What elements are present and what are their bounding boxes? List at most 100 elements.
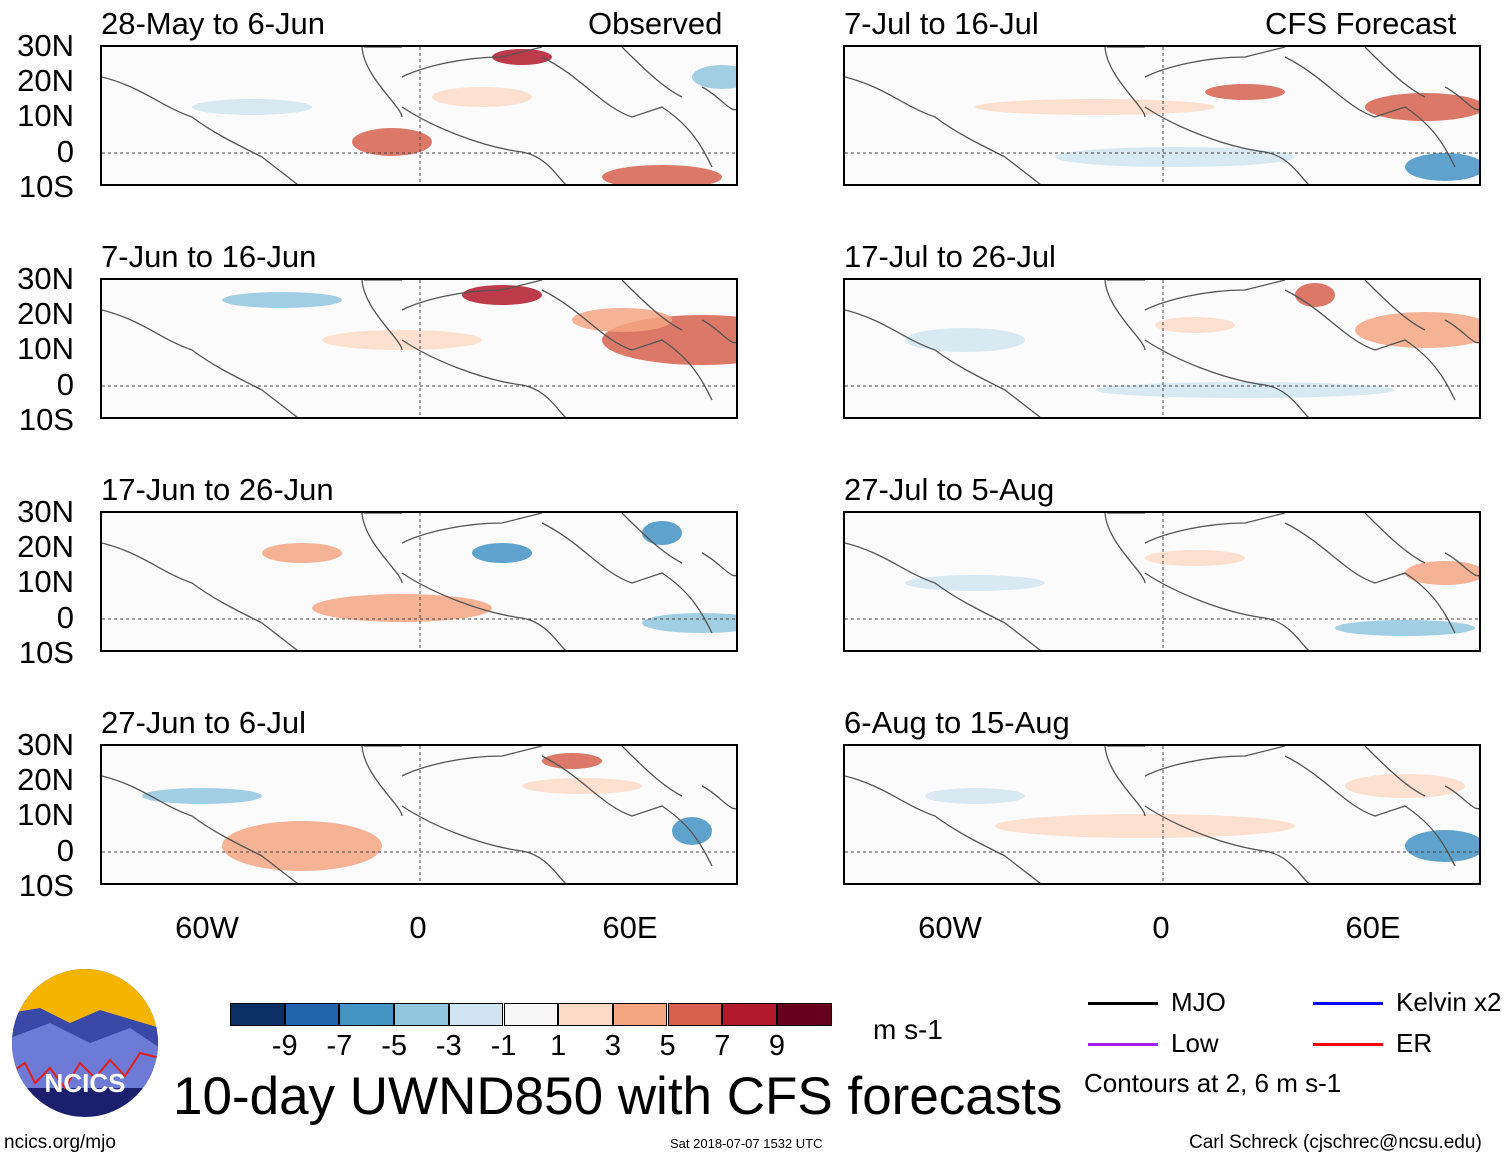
observed-header: Observed [588, 6, 723, 41]
anomaly-region [1335, 620, 1475, 636]
colorbar-swatch [722, 1003, 777, 1026]
anomaly-region [312, 594, 492, 622]
anomaly-region [1205, 84, 1285, 100]
map-panel [843, 45, 1481, 186]
colorbar-swatch [667, 1003, 723, 1026]
y-tick-label: 20N [17, 63, 74, 98]
y-tick-label: 20N [17, 296, 74, 331]
anomaly-region [262, 543, 342, 563]
y-tick-label: 30N [17, 494, 74, 529]
y-tick-label: 30N [17, 28, 74, 63]
anomaly-region [522, 778, 642, 794]
colorbar-tick-label: 9 [768, 1030, 786, 1062]
ncics-logo: NCICS [10, 968, 160, 1118]
colorbar-swatch [558, 1003, 613, 1026]
coastline [102, 280, 736, 417]
colorbar-swatch [503, 1003, 558, 1026]
coastline [845, 280, 1479, 417]
y-tick-label: 20N [17, 529, 74, 564]
y-tick-label: 30N [17, 727, 74, 762]
colorbar-swatch [339, 1003, 394, 1026]
colorbar-tick-label: 5 [659, 1030, 676, 1062]
colorbar-tick-label: 7 [714, 1030, 731, 1062]
colorbar-swatch [394, 1003, 449, 1026]
coastline [845, 47, 1479, 184]
anomaly-region [905, 575, 1045, 591]
y-tick-label: 10N [17, 564, 74, 599]
panel-title: 17-Jun to 26-Jun [101, 472, 334, 507]
map-panel [843, 278, 1481, 419]
anomaly-region [1405, 561, 1479, 585]
x-tick-label: 0 [1152, 910, 1170, 945]
legend-label: Kelvin x2 [1396, 987, 1502, 1017]
colorbar-tick-label: 3 [604, 1030, 621, 1062]
anomaly-region [905, 328, 1025, 352]
anomaly-region [692, 65, 736, 89]
anomaly-region [1405, 153, 1479, 181]
colorbar-tick-label: -9 [271, 1030, 298, 1062]
y-tick-label: 10N [17, 797, 74, 832]
legend-label: MJO [1171, 987, 1226, 1017]
legend-label: Low [1171, 1028, 1219, 1058]
map-panel [843, 744, 1481, 885]
anomaly-region [222, 821, 382, 871]
y-tick-label: 10S [18, 868, 74, 903]
y-tick-label: 10N [17, 98, 74, 133]
map-panel [100, 744, 738, 885]
anomaly-region [642, 521, 682, 545]
anomaly-region [1405, 830, 1479, 862]
map-panel [100, 45, 738, 186]
panel-title: 27-Jul to 5-Aug [844, 472, 1055, 507]
map-panel [843, 511, 1481, 652]
anomaly-region [1355, 312, 1479, 348]
panel-title: 6-Aug to 15-Aug [844, 705, 1070, 740]
colorbar-swatch [612, 1003, 668, 1026]
y-tick-label: 20N [17, 762, 74, 797]
panel-title: 27-Jun to 6-Jul [101, 705, 307, 740]
y-tick-label: 0 [56, 833, 74, 868]
y-tick-label: 0 [56, 134, 74, 169]
anomaly-region [1365, 93, 1479, 121]
colorbar-tick-label: -7 [326, 1030, 353, 1062]
colorbar-swatch [448, 1003, 504, 1026]
footer-timestamp: Sat 2018-07-07 1532 UTC [670, 1136, 823, 1151]
y-tick-label: 10S [18, 402, 74, 437]
map-panel [100, 278, 738, 419]
legend-line [1088, 1002, 1158, 1005]
colorbar-tick-label: -3 [435, 1030, 462, 1062]
colorbar-tick-label: -5 [381, 1030, 407, 1062]
anomaly-region [462, 285, 542, 305]
colorbar-swatch [230, 1003, 285, 1026]
colorbar-swatch [777, 1003, 832, 1026]
contour-note: Contours at 2, 6 m s-1 [1084, 1068, 1342, 1098]
y-tick-label: 30N [17, 261, 74, 296]
x-tick-label: 60W [918, 910, 982, 945]
x-tick-label: 60W [175, 910, 239, 945]
legend-label: ER [1396, 1028, 1433, 1058]
figure-title: 10-day UWND850 with CFS forecasts [173, 1067, 1063, 1126]
panel-title: 17-Jul to 26-Jul [844, 239, 1056, 274]
anomaly-region [492, 49, 552, 65]
anomaly-region [1095, 382, 1395, 398]
anomaly-region [995, 814, 1295, 838]
anomaly-region [472, 543, 532, 563]
anomaly-region [925, 788, 1025, 804]
footer-author: Carl Schreck (cjschrec@ncsu.edu) [1189, 1132, 1482, 1153]
legend-line [1313, 1002, 1383, 1005]
footer-link[interactable]: ncics.org/mjo [4, 1132, 116, 1153]
y-tick-label: 10S [18, 169, 74, 204]
coastline [102, 47, 736, 184]
anomaly-region [432, 87, 532, 107]
coastline [102, 513, 736, 650]
y-tick-label: 0 [56, 600, 74, 635]
colorbar-units: m s-1 [873, 1014, 943, 1045]
map-panel [100, 511, 738, 652]
anomaly-region [1145, 550, 1245, 566]
y-tick-label: 10S [18, 635, 74, 670]
anomaly-region [142, 788, 262, 804]
colorbar-tick-label: -1 [490, 1030, 517, 1062]
anomaly-region [222, 292, 342, 308]
y-tick-label: 10N [17, 331, 74, 366]
legend-line [1088, 1043, 1158, 1046]
anomaly-region [1295, 283, 1335, 307]
